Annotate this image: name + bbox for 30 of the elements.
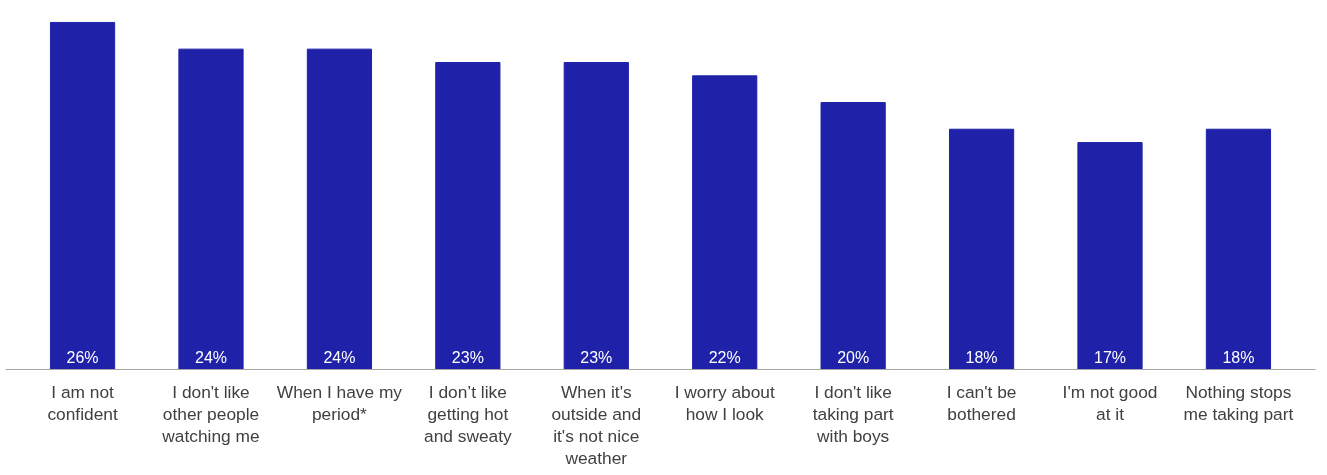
data-label: 18% [1222, 348, 1255, 366]
bar [178, 48, 244, 370]
x-tick-label: I can't be bothered [946, 381, 1017, 424]
data-label: 26% [66, 348, 99, 366]
x-tick-label: I'm not good at it [1062, 381, 1158, 424]
bar [1205, 128, 1272, 370]
bar [49, 21, 116, 370]
bar [306, 48, 373, 370]
x-tick-label: I don't like other people watching me [161, 381, 260, 446]
x-tick-label: I am not confident [47, 381, 118, 424]
bar [435, 61, 501, 370]
x-tick-label: Nothing stops me taking part [1183, 381, 1294, 424]
data-label: 17% [1094, 348, 1127, 366]
x-tick-label: When I have my period* [276, 381, 403, 424]
data-label: 20% [837, 348, 870, 366]
data-label: 18% [965, 348, 998, 366]
x-tick-label: I worry about how I look [674, 381, 775, 424]
bar [563, 61, 629, 370]
x-tick-label: When it's outside and it's not nice weather [551, 381, 642, 468]
x-tick-label: I don’t like getting hot and sweaty [424, 381, 513, 446]
x-tick-label: I don't like taking part with boys [812, 381, 894, 446]
bar [948, 128, 1015, 370]
data-label: 24% [323, 348, 356, 366]
bar [1077, 142, 1143, 370]
bar [820, 102, 886, 370]
data-label: 23% [451, 348, 484, 366]
data-label: 23% [580, 348, 613, 366]
bar [692, 75, 758, 370]
data-label: 24% [194, 348, 228, 366]
data-label: 22% [708, 348, 741, 366]
